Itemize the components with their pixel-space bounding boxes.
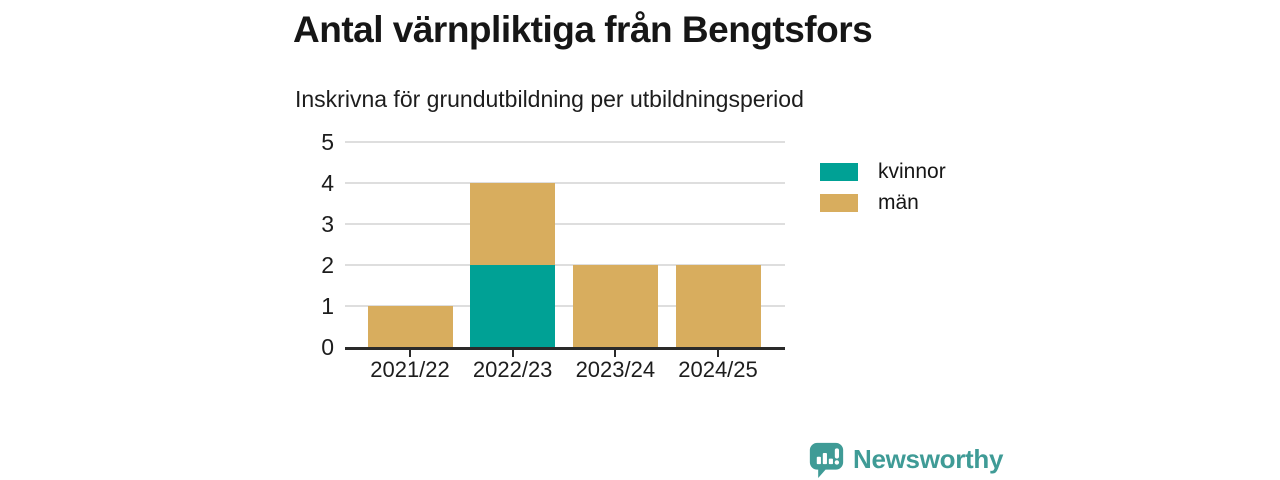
y-tick-label-0: 0 <box>321 334 334 360</box>
gridline-y3 <box>345 223 785 225</box>
bar-män-2021/22 <box>367 306 453 347</box>
bar-män-2024/25 <box>675 265 761 347</box>
y-tick-label-1: 1 <box>321 293 334 319</box>
brand-footer: Newsworthy <box>808 441 1003 478</box>
gridline-y2 <box>345 264 785 266</box>
chart-subtitle: Inskrivna för grundutbildning per utbild… <box>295 86 804 112</box>
legend-label-kvinnor: kvinnor <box>878 160 946 183</box>
bar-män-2023/24 <box>572 265 658 347</box>
x-tick-2024/25 <box>717 350 719 357</box>
gridline-y1 <box>345 305 785 307</box>
x-tick-label-2021/22: 2021/22 <box>370 357 450 382</box>
bar-kvinnor-2022/23 <box>470 265 556 347</box>
newsworthy-logo-icon <box>809 442 844 478</box>
plot-area: 2021/22 2022/23 2023/24 2024/25 <box>345 141 785 382</box>
chart-title: Antal värnpliktiga från Bengtsfors <box>293 9 873 50</box>
legend-item-män: män <box>820 191 946 214</box>
x-tick-label-2024/25: 2024/25 <box>678 357 758 382</box>
brand-name: Newsworthy <box>853 444 1004 474</box>
y-tick-label-5: 5 <box>321 129 334 155</box>
legend-label-män: män <box>878 191 919 214</box>
x-tick-2021/22 <box>409 350 411 357</box>
legend-swatch-män <box>820 194 858 212</box>
x-tick-label-2023/24: 2023/24 <box>575 357 656 382</box>
y-tick-label-4: 4 <box>321 170 334 196</box>
x-tick-2023/24 <box>614 350 617 357</box>
y-tick-label-2: 2 <box>321 252 334 278</box>
y-tick-label-3: 3 <box>321 211 334 237</box>
bar-män-2022/23 <box>470 183 556 265</box>
x-tick-label-2022/23: 2022/23 <box>472 357 553 382</box>
legend-item-kvinnor: kvinnor <box>820 160 946 183</box>
gridline-y4 <box>345 182 785 184</box>
gridline-y5 <box>345 141 785 143</box>
x-tick-2022/23 <box>511 350 514 357</box>
legend: kvinnor män <box>820 160 946 225</box>
legend-swatch-kvinnor <box>820 163 858 181</box>
